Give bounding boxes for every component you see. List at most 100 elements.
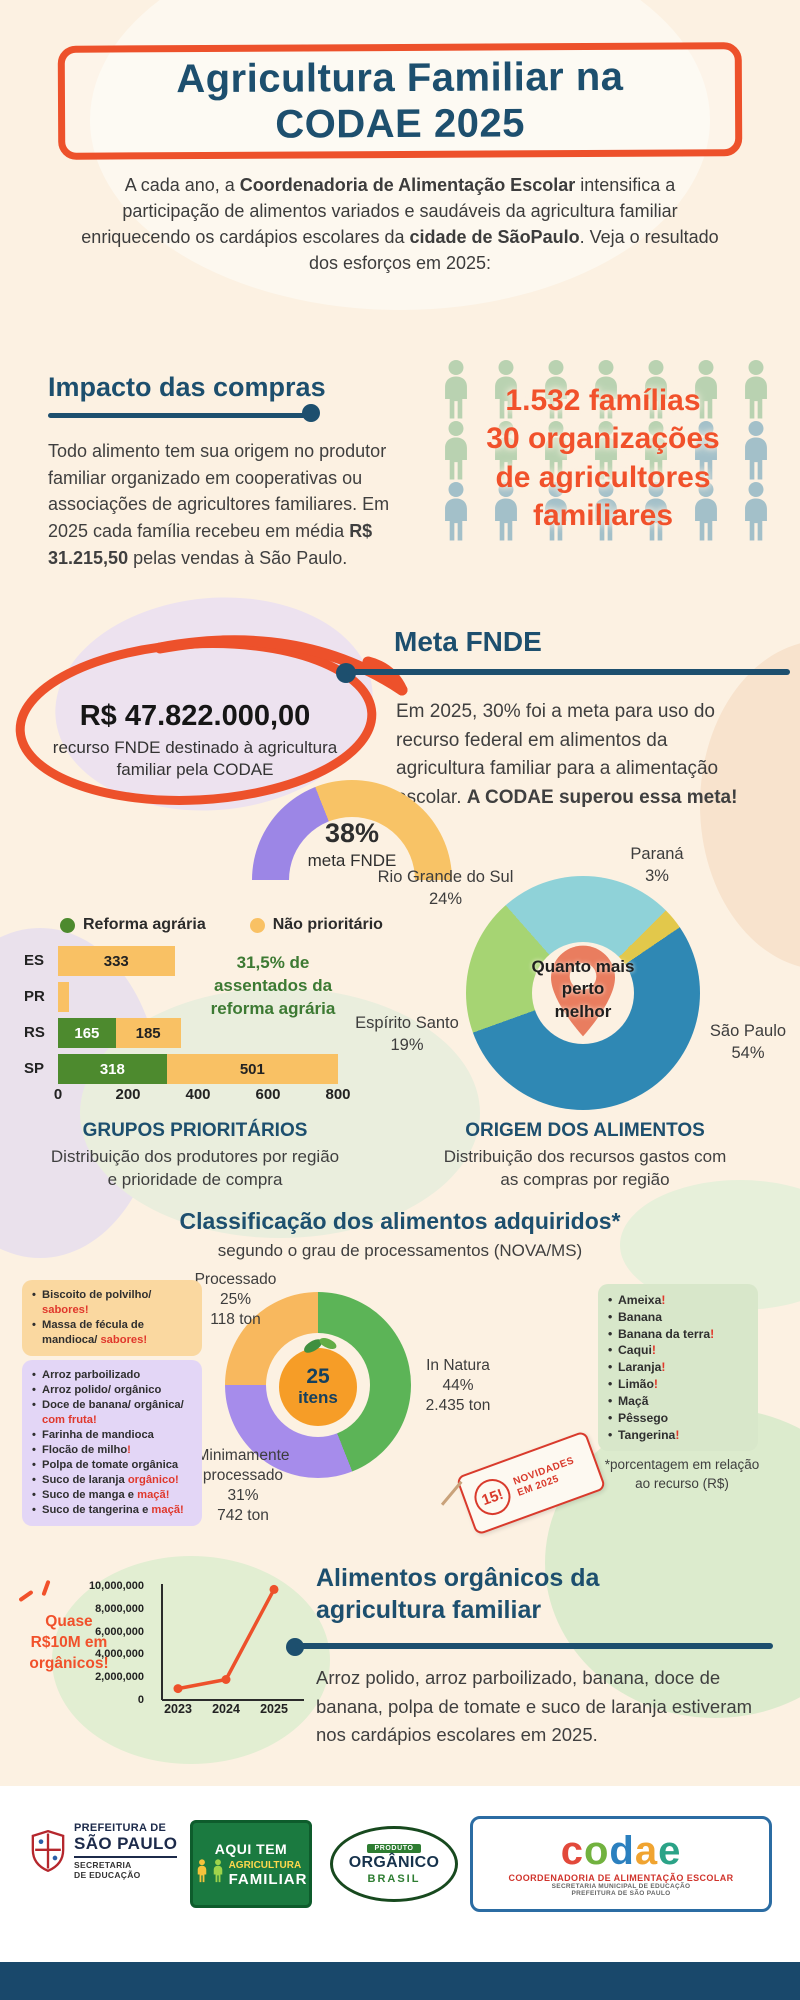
in-natura-food-list: Ameixa!BananaBanana da terra!Caqui!Laran…: [598, 1284, 758, 1452]
prefeitura-text: SECRETARIA: [74, 1860, 132, 1870]
food-item: Suco de tangerina e maçã!: [32, 1503, 192, 1518]
section-heading-organicos: Alimentos orgânicos da agricultura famili…: [316, 1564, 600, 1624]
bar-chart-subtitle: Distribuição dos produtores por região e…: [50, 1147, 340, 1189]
legend-item-reforma: Reforma agrária: [60, 916, 206, 934]
food-item: Pêssego: [608, 1410, 748, 1427]
codae-letter: c: [560, 1829, 584, 1873]
meta-paragraph: Em 2025, 30% foi a meta para uso do recu…: [396, 701, 738, 808]
classificacao-donut-hole: 25 itens: [266, 1333, 370, 1437]
food-item: Flocão de milho!: [32, 1443, 192, 1458]
food-item: Doce de banana/ orgânica/ com fruta!: [32, 1398, 192, 1428]
aqui-tem-text: AGRICULTURA: [228, 1859, 302, 1871]
blob-line-chart: [52, 1556, 330, 1764]
legend-dot-green: [60, 917, 75, 933]
bar-value-label: 185: [135, 1024, 161, 1042]
food-item: Maçã: [608, 1393, 748, 1410]
codae-letter: d: [609, 1829, 635, 1873]
bar-category-label: ES: [24, 952, 45, 969]
bar-chart-title: GRUPOS PRIORITÁRIOS: [82, 1120, 308, 1141]
person-icon: [633, 421, 679, 486]
food-item: Banana da terra!: [608, 1326, 748, 1343]
x-tick-label: 800: [325, 1086, 351, 1103]
bar-chart: ES 333 PR RS 165 185 SP 318 501: [24, 946, 338, 1090]
person-icon: [583, 482, 629, 547]
person-icon: [433, 360, 479, 425]
bar-x-axis: 0 200 400 600 800: [54, 1086, 351, 1104]
stat-line: 1.532 famílias: [505, 384, 701, 417]
bar-row: SP 318 501: [24, 1054, 338, 1084]
food-item: Arroz polido/ orgânico: [32, 1383, 192, 1398]
impacto-underline: [48, 413, 306, 418]
section-heading-meta-fnde: Meta FNDE: [394, 626, 542, 657]
person-icon: [433, 421, 479, 486]
stat-line: de agricultores: [495, 460, 711, 494]
aqui-tem-text: AQUI TEM: [214, 1840, 288, 1857]
line-chart-svg: [161, 1584, 304, 1701]
organico-text: PRODUTO: [367, 1843, 421, 1853]
slice-label-rio-grande: Rio Grande do Sul 24%: [377, 868, 514, 909]
families-stat-text: 1.532 famílias 30 organizações de agricu…: [414, 382, 792, 536]
food-item: Caqui!: [608, 1342, 748, 1359]
person-icon: [483, 360, 529, 425]
fnde-gauge: [252, 780, 452, 880]
tag-number: 15!: [469, 1473, 516, 1521]
person-icon: [583, 421, 629, 486]
aqui-tem-text: FAMILIAR: [228, 1870, 308, 1888]
processado-food-list: Biscoito de polvilho/ sabores!Massa de f…: [22, 1280, 202, 1356]
gauge-value-label: 38%: [324, 818, 380, 848]
food-item: Massa de fécula de mandioca/ sabores!: [32, 1318, 192, 1348]
codae-text: PREFEITURA DE SÃO PAULO: [571, 1890, 671, 1897]
orange-fruit-icon: 25 itens: [279, 1348, 357, 1426]
person-icon: [633, 482, 679, 547]
bar-row: ES 333: [24, 946, 338, 976]
bar-category-label: PR: [24, 988, 45, 1005]
organics-underline: [295, 1643, 773, 1649]
food-item: Arroz parboilizado: [32, 1368, 192, 1383]
origem-chart-title: ORIGEM DOS ALIMENTOS: [465, 1120, 705, 1141]
y-tick-label: 6,000,000: [95, 1625, 144, 1638]
x-tick-label: 200: [115, 1086, 141, 1103]
bar-value-label: 333: [103, 952, 129, 970]
classificacao-donut-chart: 25 itens: [225, 1292, 411, 1478]
line-chart-x-axis: 2023 2024 2025: [148, 1702, 308, 1718]
food-item: Biscoito de polvilho/ sabores!: [32, 1288, 192, 1318]
gauge-sub-label: meta FNDE: [307, 851, 397, 870]
aqui-tem-agricultura-familiar-logo: AQUI TEM AGRICULTURA FAMILIAR: [190, 1820, 312, 1908]
person-icon: [483, 421, 529, 486]
person-icon: [733, 482, 779, 547]
prefeitura-shield-icon: [31, 1830, 65, 1872]
section-heading-impacto: Impacto das compras: [48, 372, 326, 402]
x-tick-label: 600: [255, 1086, 281, 1103]
blob-top-white: [90, 0, 710, 310]
bar-annotation: 31,5% de assentados da reforma agrária: [210, 953, 336, 1018]
intro-paragraph: A cada ano, a Coordenadoria de Alimentaç…: [81, 175, 719, 274]
food-item: Polpa de tomate orgânica: [32, 1458, 192, 1473]
center-count-label: itens: [298, 1388, 338, 1408]
origem-donut-hole: Quanto mais perto melhor: [532, 942, 634, 1044]
person-icon: [433, 482, 479, 547]
x-tick-label: 2023: [164, 1702, 192, 1716]
emphasis-mark: [18, 1589, 34, 1603]
person-icon: [583, 360, 629, 425]
bar-legend: Reforma agrária Não prioritário: [60, 916, 383, 934]
person-icon: [195, 1858, 209, 1888]
center-count: 25: [306, 1364, 330, 1388]
x-tick-label: 2024: [212, 1702, 240, 1716]
person-icon: [683, 360, 729, 425]
codae-logo: codae COORDENADORIA DE ALIMENTAÇÃO ESCOL…: [470, 1816, 772, 1912]
line-chart-y-axis: 10,000,000 8,000,000 6,000,000 4,000,000 2,0…: [80, 1580, 144, 1714]
legend-item-nao-prioritario: Não prioritário: [249, 916, 383, 934]
prefeitura-text: SÃO PAULO: [74, 1834, 178, 1858]
codae-letter: a: [634, 1829, 659, 1873]
person-icon: [683, 482, 729, 547]
food-item: Tangerina!: [608, 1427, 748, 1444]
bar-value-label: 165: [74, 1024, 100, 1042]
origem-chart-subtitle: Distribuição dos recursos gastos com as …: [443, 1147, 727, 1189]
slice-label-in-natura: In Natura 44% 2.435 ton: [425, 1357, 491, 1415]
slice-label-espirito-santo: Espírito Santo 19%: [355, 1014, 459, 1055]
x-tick-label: 2025: [260, 1702, 288, 1716]
food-item: Limão!: [608, 1376, 748, 1393]
bar-segment: 501: [166, 1054, 338, 1084]
stat-line: familiares: [532, 499, 674, 533]
person-icon: [533, 421, 579, 486]
